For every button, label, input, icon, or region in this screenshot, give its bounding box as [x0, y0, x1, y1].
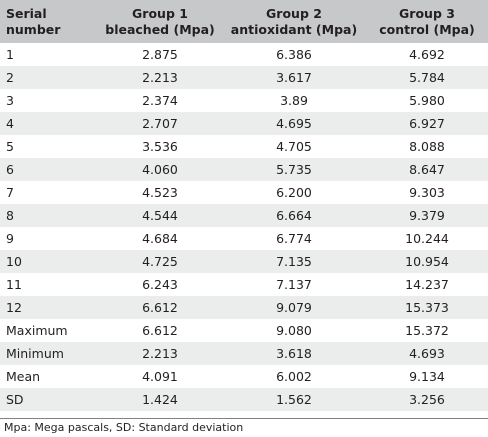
row-label-cell: Maximum [6, 323, 68, 338]
value-cell: 9.134 [409, 369, 445, 384]
table-row: 3 2.374 3.89 5.980 [0, 89, 488, 112]
value-cell: 10.244 [405, 231, 449, 246]
value-cell: 4.693 [409, 346, 445, 361]
value-cell: 6.774 [276, 231, 312, 246]
data-table: Serial number Group 1 bleached (Mpa) Gro… [0, 0, 488, 411]
value-cell: 4.695 [276, 116, 312, 131]
row-label-cell: 5 [6, 139, 14, 154]
row-label-cell: 3 [6, 93, 14, 108]
row-label-cell: SD [6, 392, 24, 407]
row-label-cell: 9 [6, 231, 14, 246]
value-cell: 4.544 [142, 208, 178, 223]
row-label-cell: Minimum [6, 346, 64, 361]
header-serial-line2: number [6, 21, 61, 37]
value-cell: 3.617 [276, 70, 312, 85]
value-cell: 3.256 [409, 392, 445, 407]
value-cell: 6.612 [142, 300, 178, 315]
value-cell: 6.386 [276, 47, 312, 62]
header-group-2-line2: antioxidant (Mpa) [230, 21, 358, 37]
table-row: 7 4.523 6.200 9.303 [0, 181, 488, 204]
table-row: 11 6.243 7.137 14.237 [0, 273, 488, 296]
table-row: Minimum 2.213 3.618 4.693 [0, 342, 488, 365]
table-row: 5 3.536 4.705 8.088 [0, 135, 488, 158]
value-cell: 4.684 [142, 231, 178, 246]
row-label-cell: 12 [6, 300, 22, 315]
table-row: 1 2.875 6.386 4.692 [0, 43, 488, 66]
header-group-1-line2: bleached (Mpa) [105, 21, 215, 37]
value-cell: 3.536 [142, 139, 178, 154]
value-cell: 2.875 [142, 47, 178, 62]
row-label-cell: Mean [6, 369, 41, 384]
value-cell: 8.647 [409, 162, 445, 177]
header-group-1-line1: Group 1 [132, 5, 188, 21]
value-cell: 9.079 [276, 300, 312, 315]
value-cell: 1.424 [142, 392, 178, 407]
table-row: 10 4.725 7.135 10.954 [0, 250, 488, 273]
value-cell: 8.088 [409, 139, 445, 154]
value-cell: 6.243 [142, 277, 178, 292]
header-group-2-line1: Group 2 [266, 5, 322, 21]
value-cell: 7.135 [276, 254, 312, 269]
value-cell: 4.705 [276, 139, 312, 154]
value-cell: 5.735 [276, 162, 312, 177]
row-label-cell: 11 [6, 277, 22, 292]
table-footnote: Mpa: Mega pascals, SD: Standard deviatio… [0, 418, 488, 437]
value-cell: 10.954 [405, 254, 449, 269]
value-cell: 15.372 [405, 323, 449, 338]
header-group-3: Group 3 control (Mpa) [366, 0, 488, 43]
table-row: 2 2.213 3.617 5.784 [0, 66, 488, 89]
table-row: 8 4.544 6.664 9.379 [0, 204, 488, 227]
header-group-3-line1: Group 3 [399, 5, 455, 21]
value-cell: 3.618 [276, 346, 312, 361]
value-cell: 2.707 [142, 116, 178, 131]
table-row: 9 4.684 6.774 10.244 [0, 227, 488, 250]
table-row: Mean 4.091 6.002 9.134 [0, 365, 488, 388]
table-row: 12 6.612 9.079 15.373 [0, 296, 488, 319]
header-group-2: Group 2 antioxidant (Mpa) [222, 0, 366, 43]
value-cell: 4.692 [409, 47, 445, 62]
row-label-cell: 1 [6, 47, 14, 62]
value-cell: 2.213 [142, 70, 178, 85]
value-cell: 2.374 [142, 93, 178, 108]
value-cell: 15.373 [405, 300, 449, 315]
value-cell: 9.379 [409, 208, 445, 223]
table-row: SD 1.424 1.562 3.256 [0, 388, 488, 411]
header-serial-number: Serial number [0, 0, 98, 43]
value-cell: 9.303 [409, 185, 445, 200]
row-label-cell: 7 [6, 185, 14, 200]
value-cell: 14.237 [405, 277, 449, 292]
header-group-3-line2: control (Mpa) [379, 21, 475, 37]
value-cell: 2.213 [142, 346, 178, 361]
value-cell: 6.002 [276, 369, 312, 384]
value-cell: 3.89 [280, 93, 308, 108]
row-label-cell: 6 [6, 162, 14, 177]
value-cell: 4.091 [142, 369, 178, 384]
header-row: Serial number Group 1 bleached (Mpa) Gro… [0, 0, 488, 43]
value-cell: 1.562 [276, 392, 312, 407]
row-label-cell: 4 [6, 116, 14, 131]
value-cell: 6.200 [276, 185, 312, 200]
value-cell: 4.725 [142, 254, 178, 269]
table-row: 4 2.707 4.695 6.927 [0, 112, 488, 135]
row-label-cell: 8 [6, 208, 14, 223]
value-cell: 5.980 [409, 93, 445, 108]
table-header: Serial number Group 1 bleached (Mpa) Gro… [0, 0, 488, 43]
row-label-cell: 2 [6, 70, 14, 85]
value-cell: 5.784 [409, 70, 445, 85]
value-cell: 9.080 [276, 323, 312, 338]
value-cell: 7.137 [276, 277, 312, 292]
table-row: Maximum 6.612 9.080 15.372 [0, 319, 488, 342]
value-cell: 6.664 [276, 208, 312, 223]
table-body: 1 2.875 6.386 4.692 2 2.213 3.617 5.784 3 2.374 3.… [0, 43, 488, 411]
header-group-1: Group 1 bleached (Mpa) [98, 0, 222, 43]
value-cell: 4.060 [142, 162, 178, 177]
value-cell: 6.927 [409, 116, 445, 131]
value-cell: 6.612 [142, 323, 178, 338]
table-row: 6 4.060 5.735 8.647 [0, 158, 488, 181]
row-label-cell: 10 [6, 254, 22, 269]
header-serial-line1: Serial [6, 5, 47, 21]
value-cell: 4.523 [142, 185, 178, 200]
